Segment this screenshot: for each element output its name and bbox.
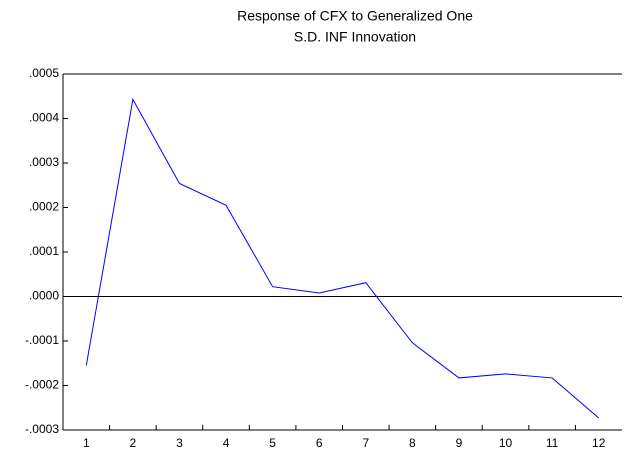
x-tick-label: 7 <box>362 436 369 450</box>
x-tick-label: 3 <box>176 436 183 450</box>
x-tick-label: 1 <box>83 436 90 450</box>
y-tick-label: -.0003 <box>25 422 59 436</box>
chart-title: Response of CFX to Generalized One <box>237 8 473 24</box>
y-tick-label: -.0002 <box>25 378 59 392</box>
y-tick-label: .0000 <box>29 289 59 303</box>
y-tick-label: .0005 <box>29 66 59 80</box>
x-tick-label: 9 <box>456 436 463 450</box>
x-tick-label: 6 <box>316 436 323 450</box>
x-tick-label: 5 <box>269 436 276 450</box>
data-line <box>85 97 600 419</box>
x-tick-label: 4 <box>223 436 230 450</box>
x-tick-label: 11 <box>546 436 559 450</box>
chart-title: S.D. INF Innovation <box>294 29 416 45</box>
x-tick-label: 12 <box>592 436 606 450</box>
y-tick-label: .0003 <box>29 155 59 169</box>
y-tick-label: .0001 <box>29 244 59 258</box>
x-tick-label: 8 <box>409 436 416 450</box>
y-tick-label: .0002 <box>29 200 59 214</box>
y-tick-label: .0004 <box>29 111 59 125</box>
y-tick-label: -.0001 <box>25 333 59 347</box>
x-tick-label: 10 <box>499 436 513 450</box>
x-tick-label: 2 <box>130 436 137 450</box>
